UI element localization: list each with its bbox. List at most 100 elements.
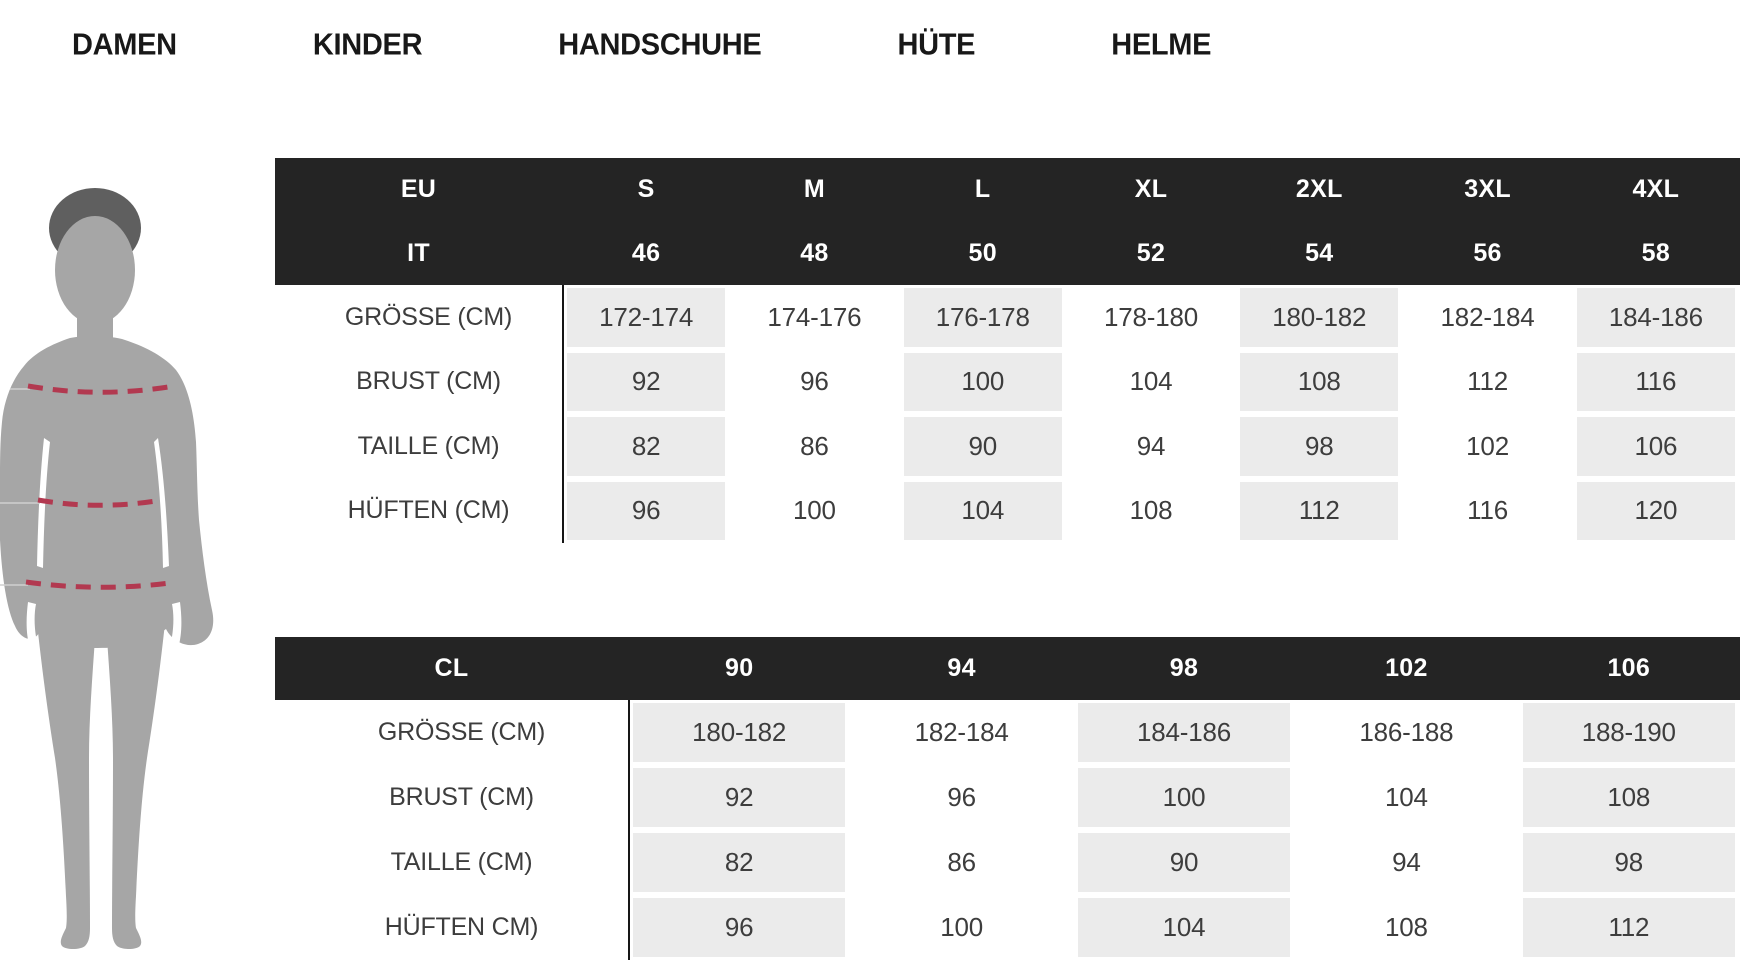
row-label: BRUST (CM) [389, 783, 534, 811]
figure-upper-body [0, 335, 214, 648]
size-xl: XL [1134, 175, 1168, 204]
size-50: 50 [968, 238, 997, 267]
size-3xl: 3XL [1464, 175, 1511, 204]
size-table-eu-it-body: GRÖSSE (CM) 172-174 174-176 176-178 178-… [275, 285, 1740, 543]
size-value: 112 [1240, 481, 1399, 540]
row-label: GRÖSSE (CM) [344, 302, 513, 331]
size-value: 104 [1129, 366, 1173, 397]
size-value: 90 [903, 417, 1062, 476]
row-label: HÜFTEN CM) [384, 913, 539, 941]
size-value: 184-186 [1576, 288, 1735, 347]
size-value: 102 [1466, 430, 1509, 461]
table-row-hueften: HÜFTEN CM) 96 100 104 108 112 [275, 895, 1740, 960]
header-label-eu: EU [400, 175, 437, 204]
tab-huete[interactable]: HÜTE [897, 28, 976, 62]
label-column-divider [628, 700, 630, 960]
figure-right-hand-gap [171, 602, 182, 645]
size-58: 58 [1641, 238, 1671, 267]
size-value: 90 [1077, 833, 1291, 892]
table-row-taille: TAILLE (CM) 82 86 90 94 98 102 106 [275, 414, 1740, 479]
size-value: 100 [903, 352, 1062, 411]
size-value: 96 [800, 366, 829, 397]
size-table-eu-it-header: EU S M L XL 2XL 3XL 4XL IT 46 48 50 52 5… [275, 158, 1740, 285]
figure-right-armpit-gap [154, 438, 169, 568]
size-106: 106 [1607, 654, 1651, 682]
size-value: 182-184 [914, 717, 1009, 747]
size-chart-category-tabs: DAMEN KINDER HANDSCHUHE HÜTE HELME [72, 28, 1212, 62]
row-label: HÜFTEN (CM) [347, 496, 510, 525]
figure-left-hand-gap [26, 602, 37, 645]
size-m: M [803, 175, 825, 204]
size-90: 90 [724, 654, 754, 682]
figure-neck [77, 304, 113, 342]
size-98: 98 [1169, 654, 1199, 682]
tab-handschuhe[interactable]: HANDSCHUHE [558, 28, 762, 62]
size-value: 96 [633, 898, 846, 957]
size-value: 106 [1576, 417, 1735, 476]
size-value: 184-186 [1077, 703, 1291, 762]
size-value: 96 [947, 782, 976, 812]
size-value: 92 [567, 352, 726, 411]
size-value: 108 [1522, 768, 1735, 827]
hips-measure-line [25, 579, 171, 590]
size-value: 186-188 [1359, 717, 1454, 747]
size-102: 102 [1385, 654, 1428, 682]
size-value: 92 [633, 768, 846, 827]
size-value: 108 [1240, 352, 1399, 411]
table-row-taille: TAILLE (CM) 82 86 90 94 98 [275, 830, 1740, 895]
table-row-hueften: HÜFTEN (CM) 96 100 104 108 112 116 120 [275, 479, 1740, 544]
size-value: 182-184 [1440, 301, 1535, 332]
size-value: 104 [1385, 782, 1428, 812]
size-value: 100 [1077, 768, 1291, 827]
size-table-cl: CL 90 94 98 102 106 GRÖSSE (CM) 180-182 … [275, 637, 1740, 960]
header-row-it: IT 46 48 50 52 54 56 58 [275, 222, 1740, 286]
size-value: 100 [940, 912, 983, 942]
size-value: 98 [1240, 417, 1399, 476]
size-4xl: 4XL [1632, 175, 1680, 204]
size-table-cl-body: GRÖSSE (CM) 180-182 182-184 184-186 186-… [275, 700, 1740, 960]
size-46: 46 [631, 238, 661, 267]
size-value: 94 [1392, 847, 1421, 877]
figure-left-leg [36, 614, 96, 949]
size-value: 96 [567, 481, 726, 540]
size-value: 94 [1136, 430, 1166, 461]
figure-face [55, 216, 135, 324]
header-label-it: IT [407, 238, 430, 267]
size-table-eu-it: EU S M L XL 2XL 3XL 4XL IT 46 48 50 52 5… [275, 158, 1740, 543]
size-value: 108 [1385, 912, 1428, 942]
table-row-brust: BRUST (CM) 92 96 100 104 108 [275, 765, 1740, 830]
size-value: 98 [1522, 833, 1735, 892]
table-row-groesse: GRÖSSE (CM) 180-182 182-184 184-186 186-… [275, 700, 1740, 765]
size-2xl: 2XL [1295, 175, 1343, 204]
tab-helme[interactable]: HELME [1111, 28, 1212, 62]
tab-damen[interactable]: DAMEN [72, 28, 177, 62]
row-label: TAILLE (CM) [390, 848, 533, 876]
size-value: 180-182 [1240, 288, 1399, 347]
size-value: 120 [1576, 481, 1735, 540]
size-52: 52 [1136, 238, 1166, 267]
male-figure-illustration [0, 188, 214, 949]
size-value: 174-176 [767, 301, 862, 332]
size-value: 82 [567, 417, 726, 476]
size-56: 56 [1473, 238, 1502, 267]
row-label: BRUST (CM) [356, 367, 501, 396]
size-value: 180-182 [633, 703, 846, 762]
size-value: 86 [800, 430, 829, 461]
tab-kinder[interactable]: KINDER [312, 28, 423, 62]
size-value: 178-180 [1103, 301, 1198, 332]
size-value: 82 [633, 833, 846, 892]
size-value: 104 [903, 481, 1062, 540]
header-row-eu: EU S M L XL 2XL 3XL 4XL [275, 158, 1740, 222]
size-l: L [974, 175, 991, 204]
size-94: 94 [947, 654, 976, 682]
size-value: 112 [1467, 366, 1508, 397]
size-value: 116 [1576, 352, 1735, 411]
size-s: S [637, 175, 655, 204]
size-48: 48 [800, 238, 829, 267]
size-value: 172-174 [567, 288, 726, 347]
size-value: 176-178 [903, 288, 1062, 347]
row-label: GRÖSSE (CM) [377, 718, 546, 746]
waist-measure-line [37, 497, 157, 508]
size-table-cl-header: CL 90 94 98 102 106 [275, 637, 1740, 700]
size-value: 100 [793, 495, 836, 526]
